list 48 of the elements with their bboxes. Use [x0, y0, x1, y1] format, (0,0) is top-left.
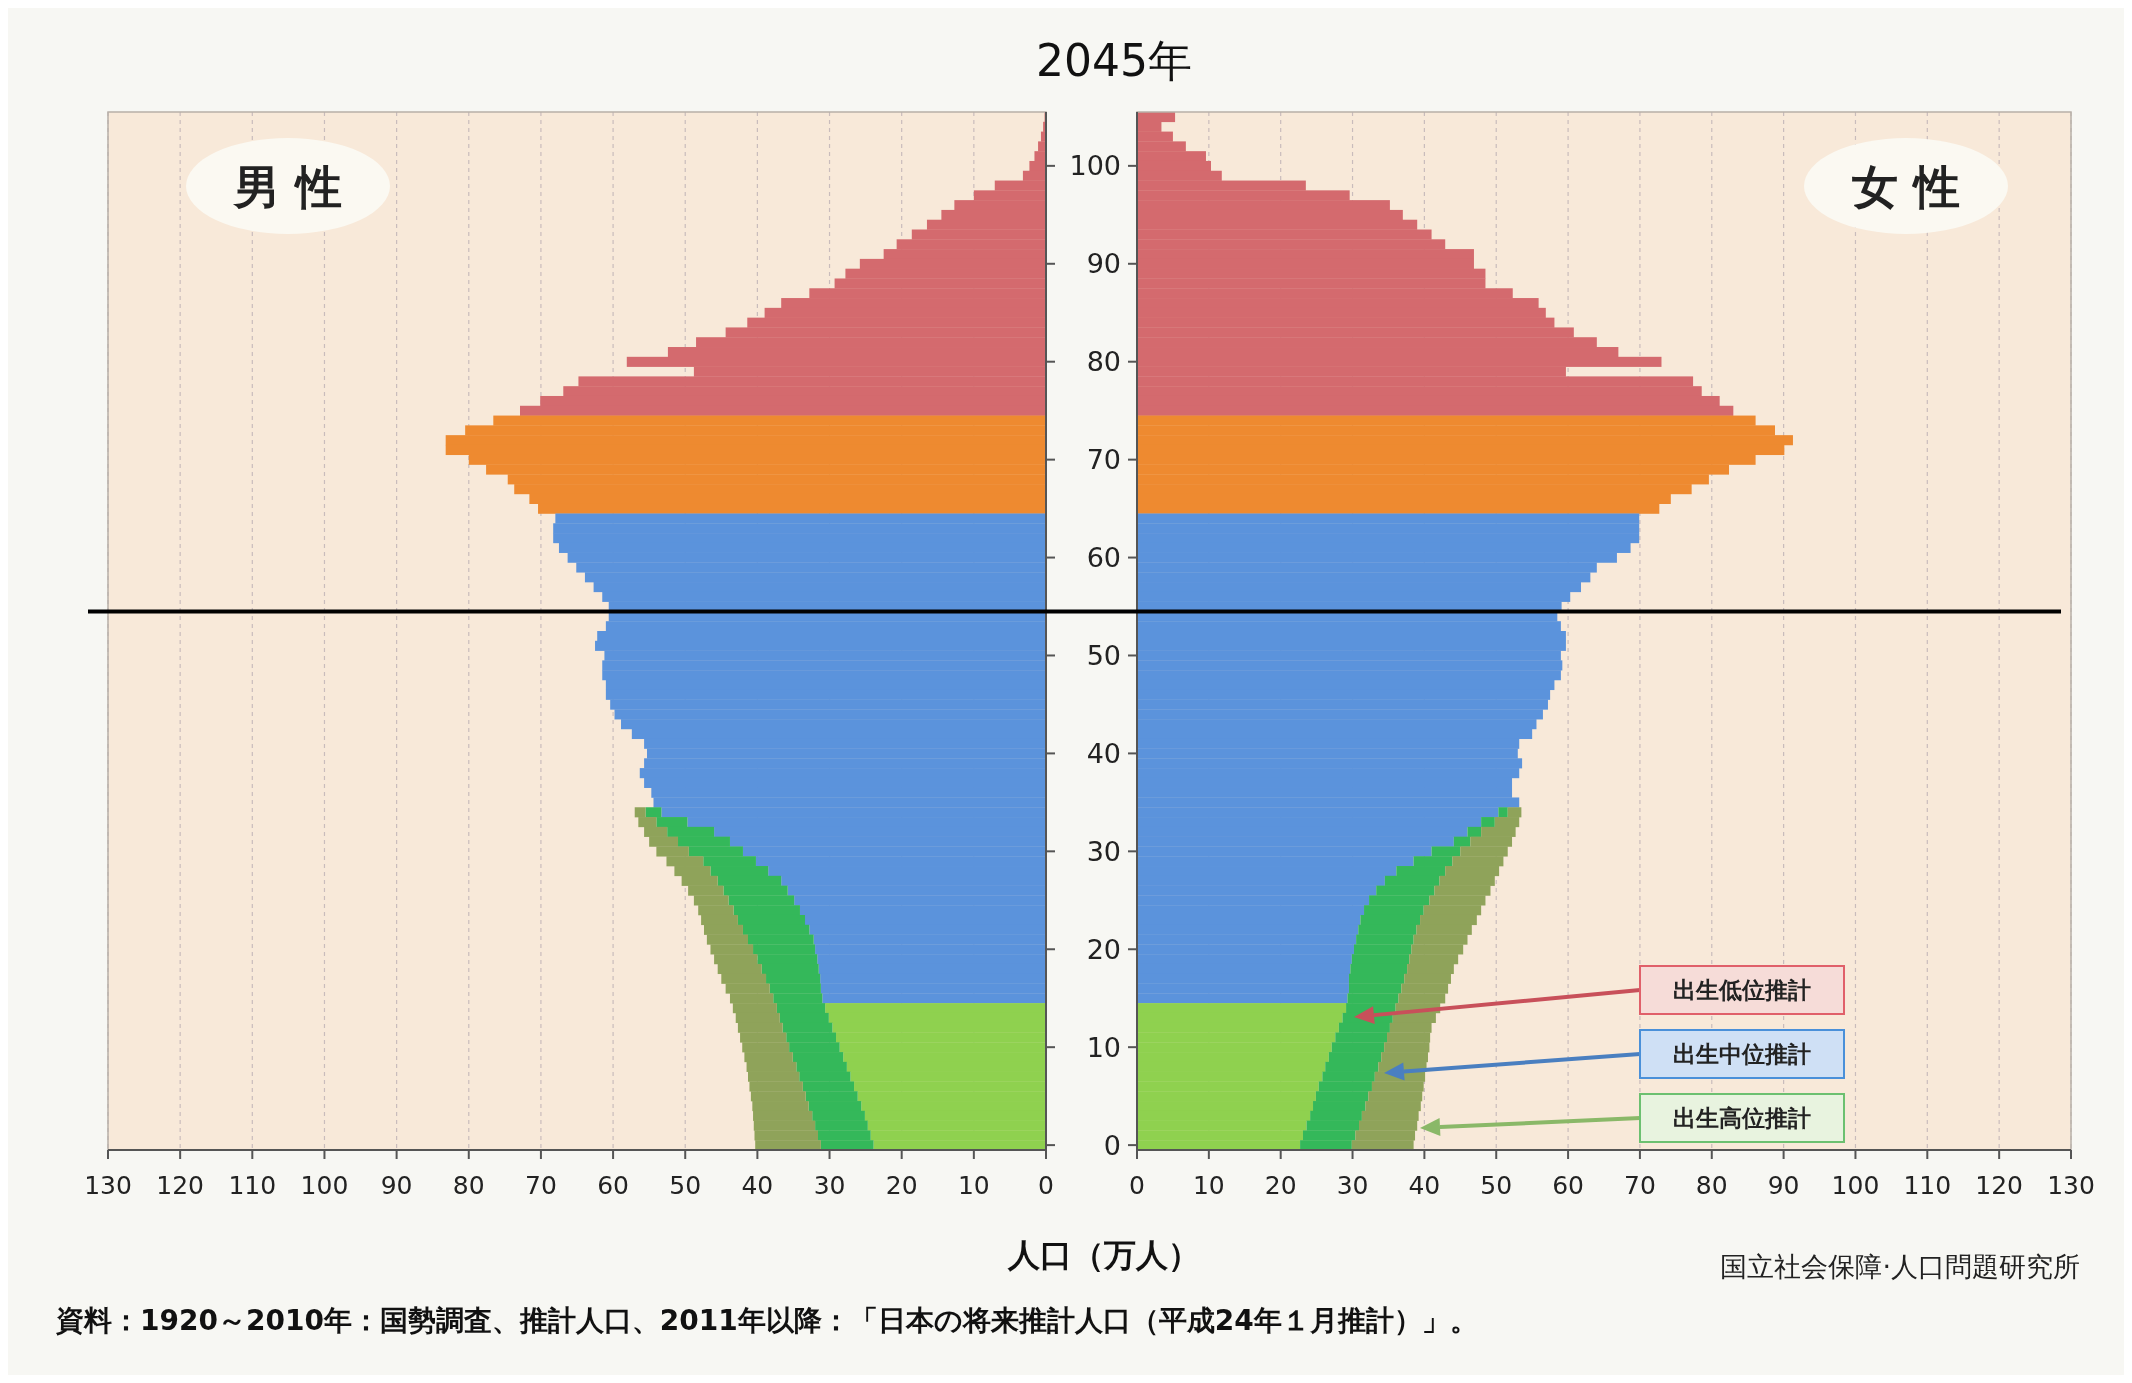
x-tick-label: 120: [156, 1171, 205, 1200]
x-tick-label: 130: [84, 1171, 132, 1200]
annotation: 出生中位推計: [1673, 1041, 1811, 1068]
x-tick-label: 80: [452, 1171, 485, 1200]
x-tick-label: 20: [885, 1171, 918, 1200]
y-tick-label: 80: [1086, 346, 1121, 378]
x-tick-label: 100: [1831, 1171, 1880, 1200]
text: 国立社会保障·人口問題研究所: [1720, 1251, 2080, 1282]
x-tick-label: 0: [1129, 1171, 1145, 1200]
x-tick-label: 110: [228, 1171, 277, 1200]
x-tick-label: 50: [669, 1171, 702, 1200]
x-tick-label: 60: [597, 1171, 629, 1200]
y-tick-label: 100: [1069, 150, 1121, 182]
y-tick-label: 50: [1086, 639, 1121, 671]
y-tick-label: 60: [1086, 542, 1121, 574]
x-tick-label: 130: [2047, 1171, 2095, 1200]
x-tick-label: 110: [1903, 1171, 1952, 1200]
x-tick-label: 90: [380, 1171, 413, 1200]
x-tick-label: 40: [1408, 1171, 1441, 1200]
text: 女 性: [1851, 159, 1961, 214]
x-axis-title: 人口（万人）: [1007, 1236, 1200, 1274]
y-tick-label: 0: [1103, 1129, 1121, 1161]
text: 資料：1920～2010年：国勢調査、推計人口、2011年以降：「日本の将来推計人口（平成24年１月推計）」。: [55, 1304, 1478, 1337]
x-tick-label: 60: [1552, 1171, 1584, 1200]
x-tick-label: 20: [1264, 1171, 1297, 1200]
x-tick-label: 70: [525, 1171, 557, 1200]
x-tick-label: 90: [1767, 1171, 1800, 1200]
x-tick-label: 70: [1624, 1171, 1656, 1200]
y-tick-label: 70: [1086, 444, 1121, 476]
chart-title: 2045年: [1036, 35, 1192, 86]
x-tick-label: 30: [813, 1171, 846, 1200]
x-tick-label: 100: [300, 1171, 349, 1200]
y-tick-label: 40: [1086, 737, 1121, 769]
x-tick-label: 40: [741, 1171, 774, 1200]
x-tick-label: 10: [1192, 1171, 1225, 1200]
y-tick-label: 90: [1086, 248, 1121, 280]
annotation: 出生低位推計: [1673, 977, 1811, 1004]
x-tick-label: 0: [1038, 1171, 1054, 1200]
y-tick-label: 20: [1086, 933, 1121, 965]
text: 男 性: [231, 159, 343, 214]
y-tick-label: 30: [1086, 835, 1121, 867]
y-tick-label: 10: [1086, 1031, 1121, 1063]
x-tick-label: 30: [1336, 1171, 1369, 1200]
x-tick-label: 120: [1975, 1171, 2024, 1200]
x-tick-label: 50: [1480, 1171, 1513, 1200]
x-tick-label: 80: [1695, 1171, 1728, 1200]
x-tick-label: 10: [957, 1171, 990, 1200]
annotation: 出生高位推計: [1673, 1105, 1811, 1132]
